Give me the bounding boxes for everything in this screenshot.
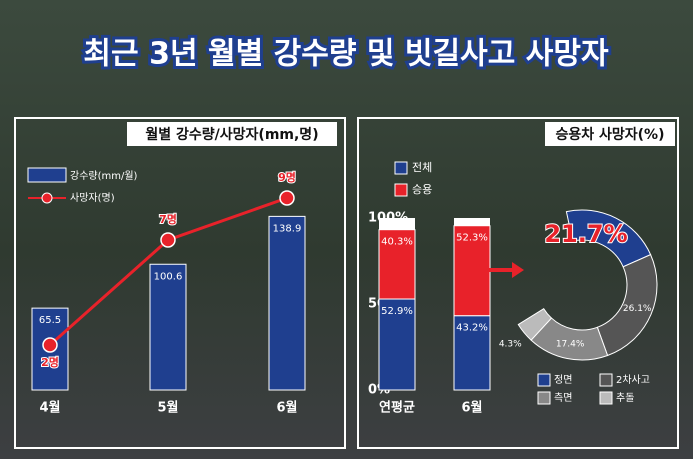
value-label: 52.3%: [456, 233, 488, 244]
chart-title: 승용차 사망자(%): [556, 126, 665, 143]
bar: [149, 263, 187, 391]
bar-segment: [378, 298, 416, 391]
bar: [268, 215, 306, 391]
value-label: 9명: [278, 170, 296, 184]
donut-slice: [517, 308, 553, 341]
legend-swatch: [394, 161, 408, 175]
chart-title-box: [127, 122, 337, 146]
legend-swatch: [599, 373, 613, 387]
x-tick-label: 6월: [276, 400, 297, 416]
legend-label: 강수량(mm/월): [70, 170, 138, 182]
value-label: 2명: [41, 355, 59, 369]
legend-swatch: [537, 373, 551, 387]
legend-marker: [41, 192, 53, 204]
arrow: [488, 262, 524, 278]
legend-label: 전체: [412, 161, 432, 174]
line-point: [42, 337, 58, 353]
x-tick-label: 4월: [39, 400, 60, 416]
legend-label: 승용: [412, 183, 432, 196]
value-label: 52.9%: [381, 306, 413, 317]
chart-title: 월별 강수량/사망자(mm,명): [145, 126, 318, 143]
value-label: 40.3%: [381, 237, 413, 248]
bar-segment: [378, 229, 416, 300]
main-title: 최근 3년 월별 강수량 및 빗길사고 사망자: [83, 37, 609, 72]
legend-label: 2차사고: [616, 374, 650, 386]
bar-segment: [453, 315, 491, 391]
legend-label: 측면: [554, 392, 572, 404]
x-tick-label: 연평균: [379, 400, 415, 416]
line-point: [160, 232, 176, 248]
legend-label: 사망자(명): [70, 192, 115, 204]
legend-label: 추돌: [616, 392, 634, 404]
value-label: 26.1%: [623, 304, 652, 314]
legend-swatch: [27, 167, 67, 183]
chart-title-box: [545, 122, 675, 146]
line-point: [279, 190, 295, 206]
value-label: 43.2%: [456, 323, 488, 334]
value-label: 7명: [159, 212, 177, 226]
value-label: 65.5: [39, 315, 61, 326]
legend-swatch: [537, 391, 551, 405]
value-label: 4.3%: [499, 340, 522, 350]
panel: [14, 117, 346, 449]
value-label: 100.6: [154, 271, 183, 282]
value-label: 138.9: [273, 223, 302, 234]
value-label: 17.4%: [556, 339, 585, 349]
legend-swatch: [394, 183, 408, 197]
x-tick-label: 5월: [157, 400, 178, 416]
bar-segment: [453, 225, 491, 317]
value-label: 21.7%: [544, 220, 627, 248]
legend-label: 정면: [554, 374, 572, 386]
panel: [357, 117, 679, 449]
x-tick-label: 6월: [461, 400, 482, 416]
legend-swatch: [599, 391, 613, 405]
